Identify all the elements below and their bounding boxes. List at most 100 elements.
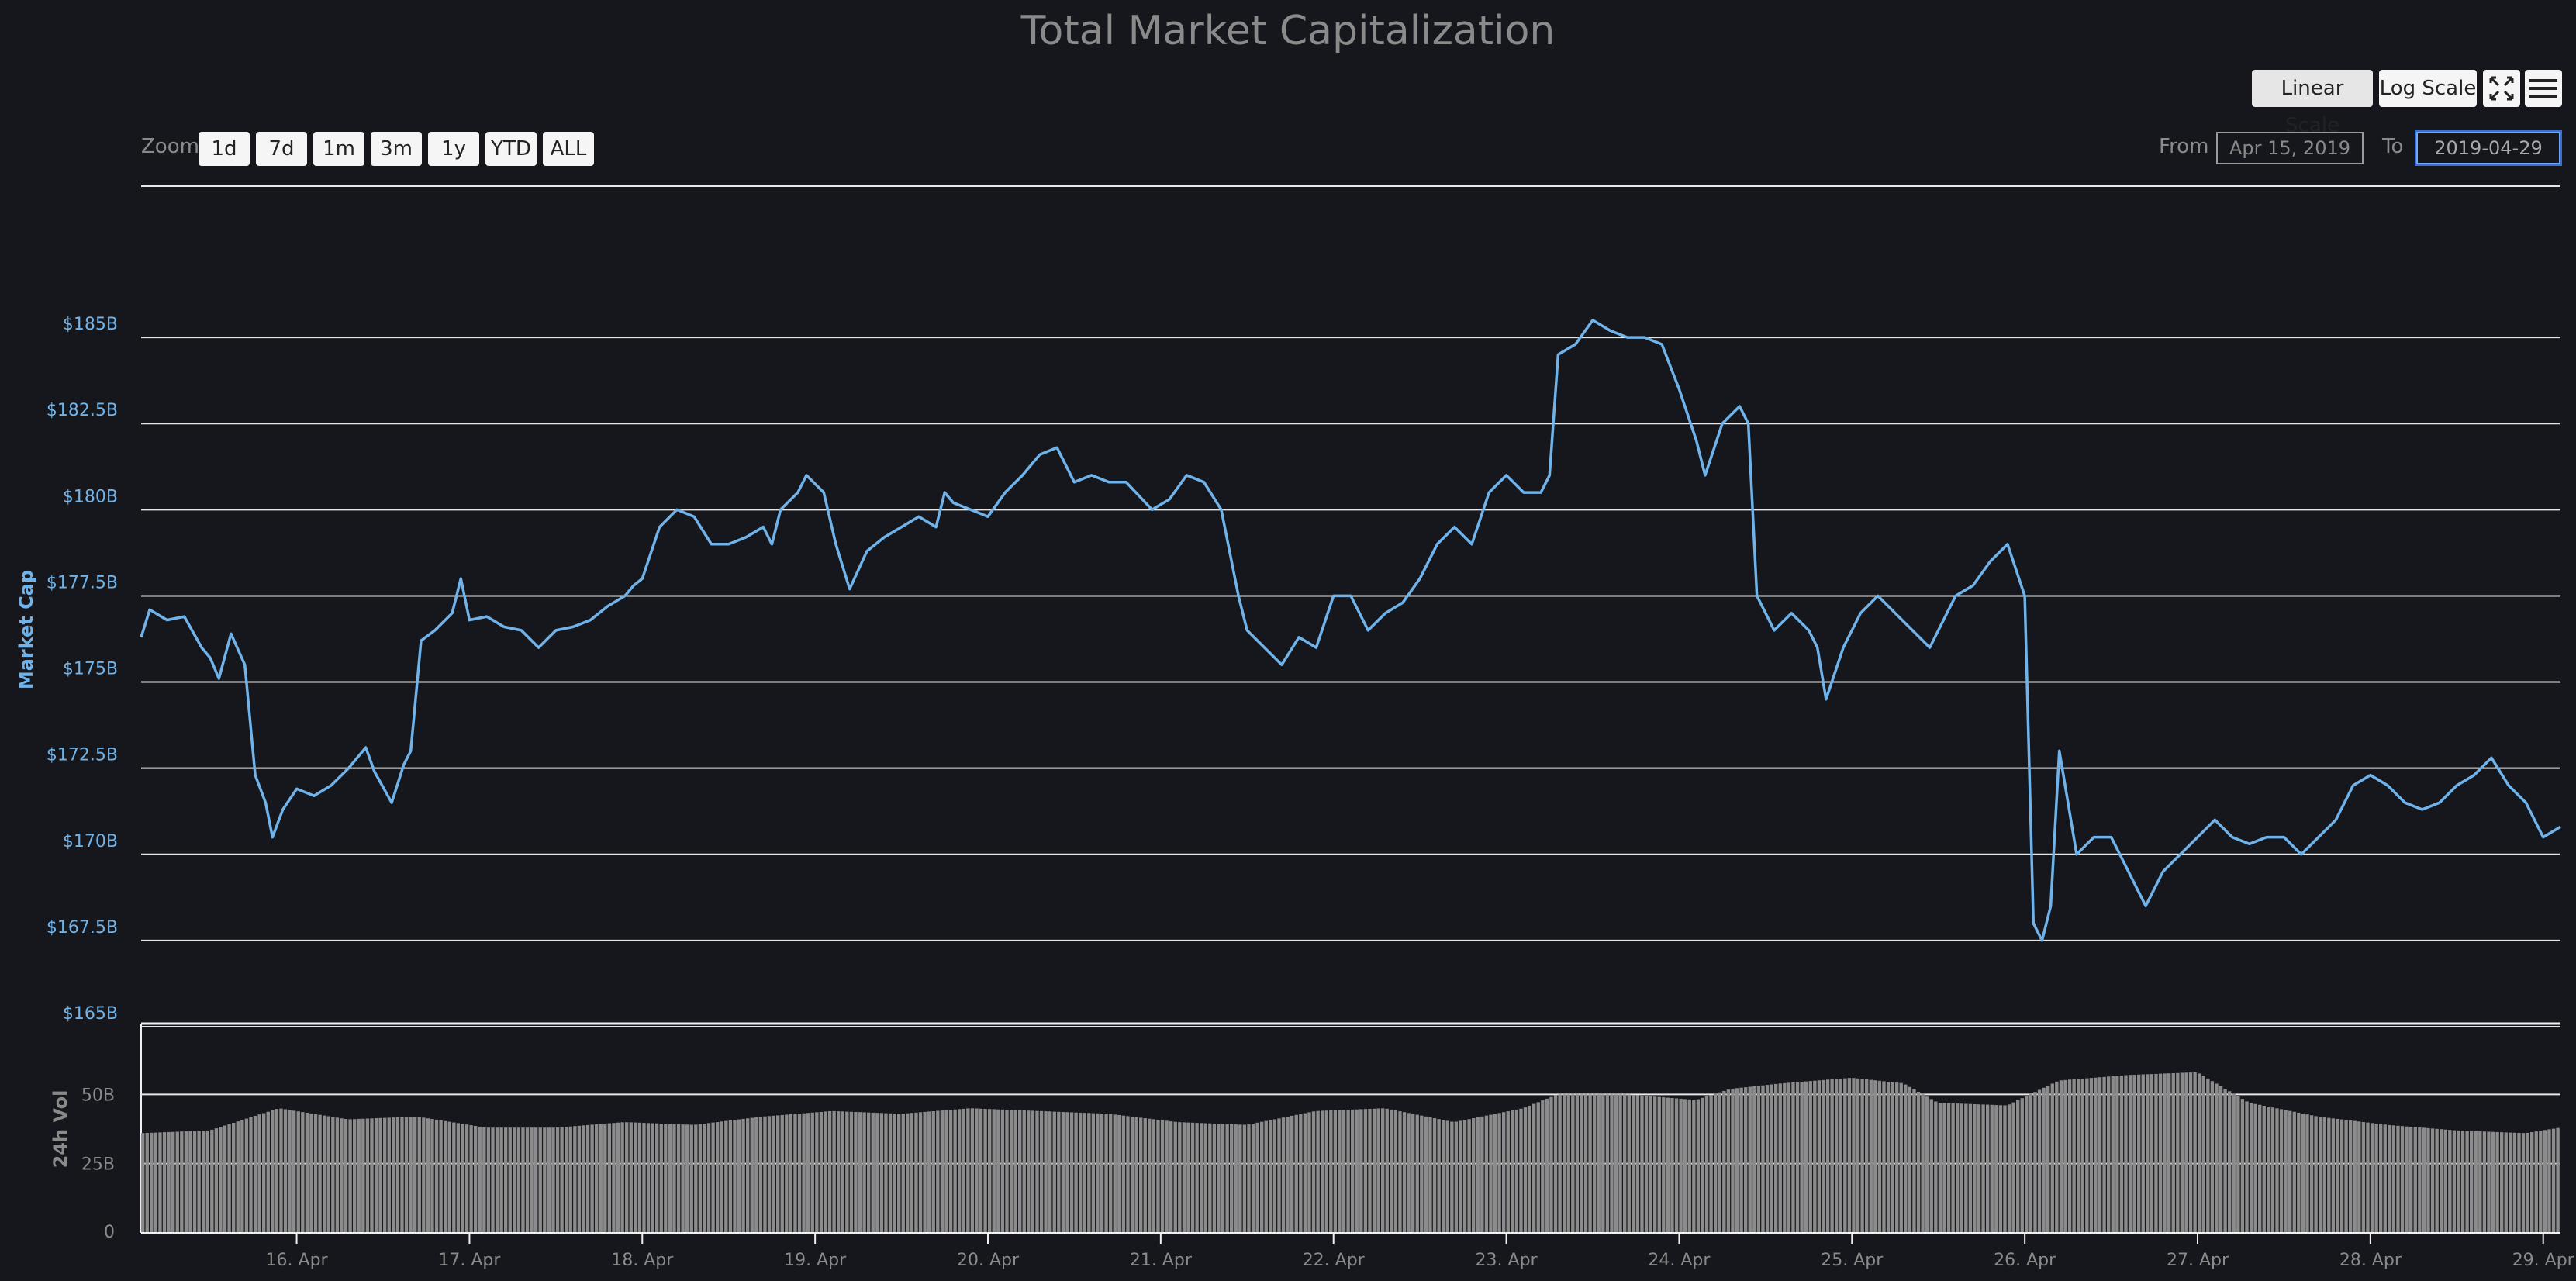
- volume-bar: [758, 1117, 763, 1233]
- volume-bar: [452, 1122, 456, 1233]
- fullscreen-icon[interactable]: [2483, 70, 2520, 107]
- volume-bar: [1822, 1079, 1825, 1233]
- volume-bar: [430, 1119, 434, 1233]
- volume-bar: [634, 1122, 637, 1233]
- volume-bar: [1269, 1120, 1272, 1233]
- volume-bar: [1420, 1115, 1424, 1233]
- volume-bar: [1601, 1094, 1605, 1233]
- volume-bar: [1511, 1110, 1514, 1233]
- volume-bar: [1925, 1096, 1929, 1233]
- volume-bar: [2349, 1120, 2353, 1233]
- volume-bar: [1726, 1089, 1731, 1233]
- volume-bar: [1484, 1115, 1489, 1233]
- volume-bar: [2339, 1119, 2344, 1233]
- y-tick-label: $177.5B: [47, 573, 118, 592]
- volume-bar: [1942, 1103, 1946, 1233]
- volume-bar: [655, 1123, 659, 1233]
- volume-bar: [158, 1132, 162, 1233]
- log-scale-button[interactable]: Log Scale: [2379, 70, 2477, 107]
- volume-bar: [1480, 1116, 1484, 1233]
- volume-bar: [1752, 1086, 1756, 1233]
- volume-bar: [901, 1114, 905, 1233]
- volume-bar: [893, 1114, 896, 1233]
- volume-tick-label: 50B: [81, 1086, 115, 1105]
- x-tick-label: 16. Apr: [266, 1251, 329, 1270]
- volume-bar: [1424, 1116, 1428, 1233]
- volume-bar: [871, 1112, 875, 1233]
- volume-bar: [478, 1126, 482, 1233]
- volume-bar: [2440, 1129, 2443, 1233]
- volume-bar: [530, 1127, 534, 1233]
- volume-bar: [785, 1114, 789, 1233]
- zoom-1y-button[interactable]: 1y: [428, 132, 479, 166]
- volume-bar: [1657, 1096, 1661, 1233]
- volume-bar: [214, 1128, 219, 1233]
- volume-bar: [2357, 1121, 2361, 1233]
- zoom-1m-button[interactable]: 1m: [313, 132, 364, 166]
- volume-bar: [1104, 1114, 1108, 1233]
- volume-bar: [2033, 1092, 2037, 1233]
- volume-bar: [1756, 1086, 1761, 1233]
- volume-bar: [1031, 1110, 1035, 1233]
- volume-axis-title: 24h Vol: [50, 1090, 71, 1169]
- y-tick-label: $185B: [63, 315, 118, 334]
- volume-bar: [1692, 1100, 1696, 1233]
- volume-bar: [469, 1125, 473, 1233]
- volume-bar: [1575, 1094, 1580, 1233]
- volume-bar: [2534, 1131, 2538, 1233]
- x-tick-label: 25. Apr: [1821, 1251, 1884, 1270]
- volume-bar: [504, 1127, 508, 1233]
- volume-bar: [1052, 1111, 1056, 1233]
- volume-bar: [2319, 1117, 2322, 1233]
- to-date-input[interactable]: [2416, 132, 2560, 164]
- volume-bar: [599, 1124, 603, 1233]
- volume-bar: [2223, 1089, 2227, 1233]
- volume-bar: [1545, 1098, 1549, 1233]
- volume-bar: [2003, 1105, 2007, 1233]
- volume-bar: [2011, 1102, 2015, 1233]
- zoom-3m-button[interactable]: 3m: [371, 132, 422, 166]
- volume-bar: [1964, 1103, 1968, 1233]
- volume-bar: [555, 1127, 560, 1233]
- volume-bar: [1057, 1111, 1061, 1233]
- volume-bar: [1553, 1095, 1558, 1233]
- volume-bar: [1437, 1119, 1441, 1233]
- volume-bar: [629, 1122, 633, 1233]
- x-tick-label: 22. Apr: [1303, 1251, 1366, 1270]
- hamburger-menu-icon[interactable]: [2525, 70, 2562, 107]
- volume-bar: [383, 1117, 387, 1233]
- volume-bar: [927, 1111, 931, 1233]
- volume-bar: [2141, 1074, 2145, 1233]
- volume-bar: [689, 1124, 693, 1233]
- volume-bar: [918, 1112, 923, 1233]
- volume-bar: [1130, 1117, 1134, 1233]
- volume-bar: [1804, 1081, 1808, 1233]
- volume-bar: [1502, 1112, 1506, 1233]
- x-tick-label: 17. Apr: [438, 1251, 501, 1270]
- volume-bar: [1462, 1120, 1467, 1233]
- volume-bar: [2077, 1079, 2080, 1233]
- volume-bar: [1044, 1111, 1048, 1233]
- from-date-input[interactable]: [2216, 132, 2364, 164]
- volume-bar: [1938, 1103, 1942, 1233]
- zoom-ytd-button[interactable]: YTD: [485, 132, 537, 166]
- volume-bar: [737, 1119, 741, 1233]
- volume-bar: [400, 1117, 404, 1233]
- volume-bar: [1079, 1112, 1083, 1233]
- zoom-all-button[interactable]: ALL: [543, 132, 594, 166]
- volume-bar: [1921, 1094, 1925, 1233]
- volume-bar: [1450, 1121, 1454, 1233]
- volume-bar: [2111, 1076, 2115, 1233]
- x-tick-label: 27. Apr: [2167, 1251, 2229, 1270]
- volume-bar: [2301, 1114, 2305, 1233]
- volume-bar: [1990, 1104, 1994, 1233]
- zoom-1d-button[interactable]: 1d: [199, 132, 250, 166]
- volume-bar: [2275, 1108, 2279, 1233]
- zoom-7d-button[interactable]: 7d: [256, 132, 307, 166]
- volume-bar: [1709, 1095, 1713, 1233]
- volume-bar: [590, 1124, 594, 1233]
- volume-bar: [676, 1124, 681, 1233]
- volume-bar: [1536, 1102, 1540, 1233]
- volume-bar: [1981, 1104, 1985, 1233]
- volume-bar: [365, 1118, 370, 1233]
